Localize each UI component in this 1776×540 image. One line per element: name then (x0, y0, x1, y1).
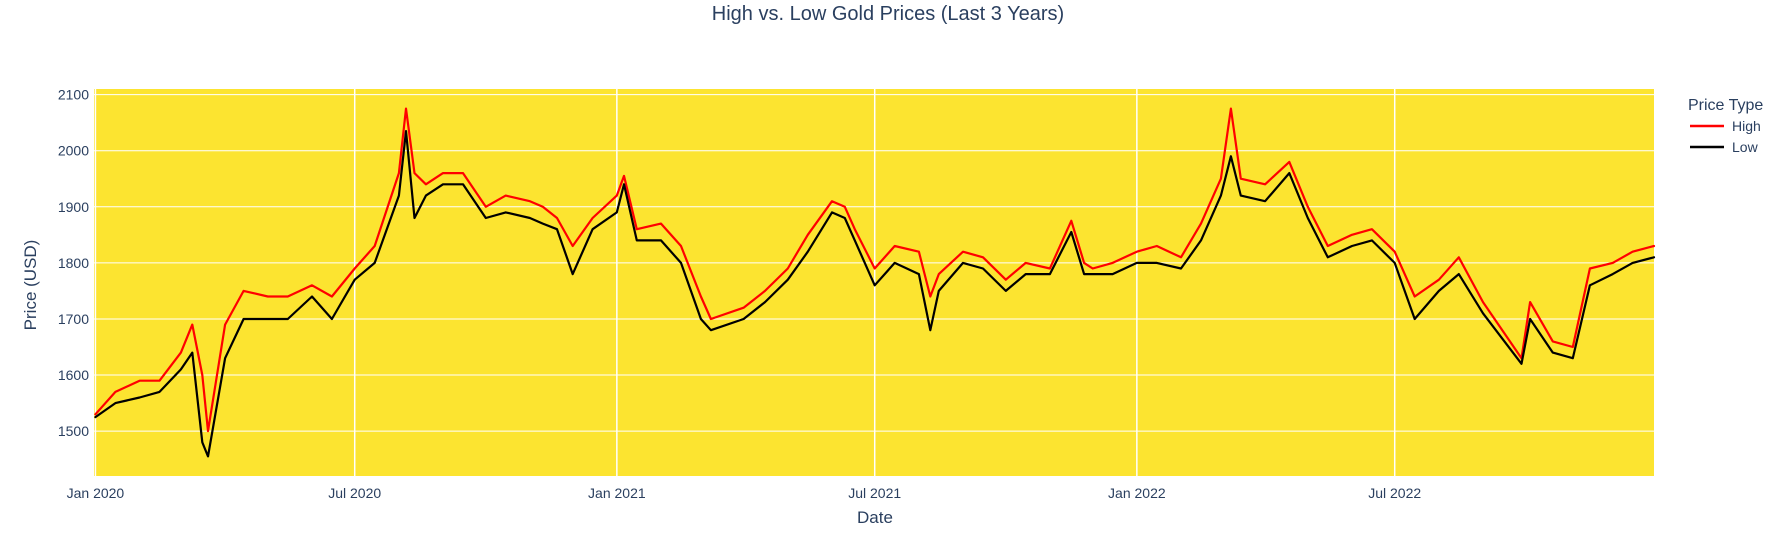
y-tick-label: 2100 (58, 87, 89, 103)
x-axis-label: Date (857, 508, 893, 527)
x-tick-label: Jan 2020 (67, 485, 125, 501)
y-tick-label: 1600 (58, 367, 89, 383)
series-line-low (94, 130, 1656, 458)
x-tick-label: Jul 2022 (1368, 485, 1421, 501)
legend-label-high: High (1732, 118, 1761, 134)
y-axis-label: Price (USD) (21, 240, 40, 331)
y-tick-label: 1800 (58, 255, 89, 271)
x-tick-label: Jan 2022 (1108, 485, 1166, 501)
x-tick-label: Jul 2020 (328, 485, 381, 501)
legend: Price Type High Low (1688, 97, 1763, 155)
x-tick-label: Jan 2021 (588, 485, 646, 501)
y-tick-label: 1700 (58, 311, 89, 327)
y-tick-label: 2000 (58, 143, 89, 159)
legend-title: Price Type (1688, 97, 1763, 114)
y-tick-label: 1500 (58, 423, 89, 439)
x-tick-label: Jul 2021 (848, 485, 901, 501)
chart-title: High vs. Low Gold Prices (Last 3 Years) (712, 3, 1064, 25)
legend-label-low: Low (1732, 139, 1759, 155)
y-tick-label: 1900 (58, 199, 89, 215)
series-line-high (94, 107, 1656, 433)
